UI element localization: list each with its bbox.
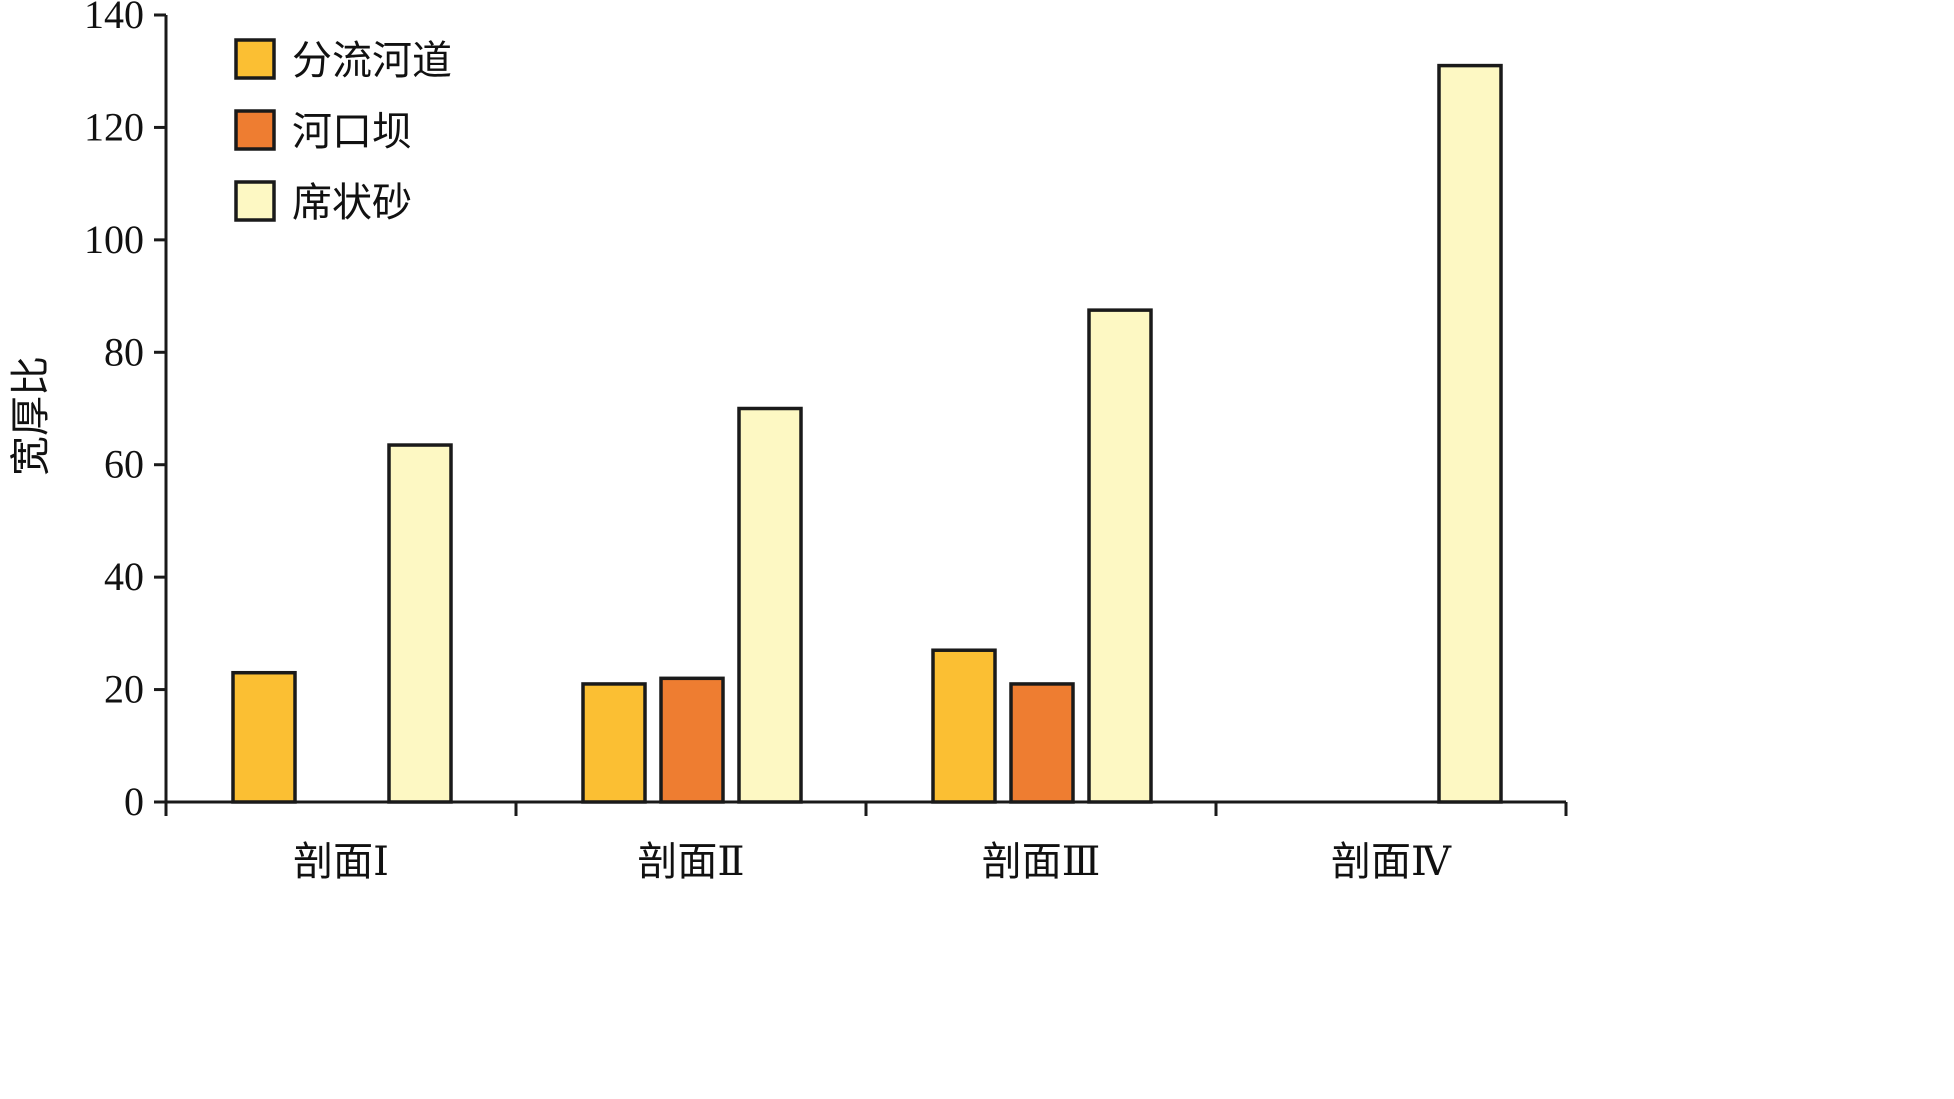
y-tick-label: 20: [104, 667, 144, 712]
bars: [231, 63, 1503, 804]
x-category-label: 剖面Ⅲ: [982, 839, 1101, 885]
bar-1-1: [231, 670, 297, 804]
bar-chart: 0 20 40 60 80 100 120 140 剖面Ⅰ 剖面Ⅱ 剖面Ⅲ 剖面Ⅳ 分流河道河口坝席状…: [8, 0, 1568, 885]
bar-1-2: [581, 682, 647, 804]
legend-swatch: [234, 180, 276, 222]
bar-3-2: [737, 406, 803, 804]
y-tick-label: 0: [124, 779, 144, 824]
bar-2-2: [659, 676, 725, 804]
axes: 0 20 40 60 80 100 120 140 剖面Ⅰ 剖面Ⅱ 剖面Ⅲ 剖面Ⅳ: [84, 0, 1568, 885]
y-tick-label: 100: [84, 217, 144, 262]
x-category-label: 剖面Ⅱ: [637, 839, 744, 885]
bar-2-3: [1009, 682, 1075, 804]
y-tick-label: 120: [84, 104, 144, 149]
legend-swatch: [234, 109, 276, 151]
legend-label: 河口坝: [292, 109, 412, 155]
legend-label: 分流河道: [292, 38, 452, 84]
legend-swatch: [234, 38, 276, 80]
y-tick-label: 60: [104, 442, 144, 487]
legend-label: 席状砂: [292, 180, 412, 226]
y-tick-label: 140: [84, 0, 144, 37]
bar-3-1: [387, 443, 453, 804]
bar-3-4: [1437, 63, 1503, 804]
y-tick-label: 40: [104, 554, 144, 599]
bar-3-3: [1087, 308, 1153, 804]
bar-1-3: [931, 648, 997, 804]
y-axis-title: 宽厚比: [8, 356, 54, 476]
x-category-label: 剖面Ⅰ: [293, 839, 389, 885]
x-category-label: 剖面Ⅳ: [1331, 839, 1452, 885]
y-tick-label: 80: [104, 329, 144, 374]
